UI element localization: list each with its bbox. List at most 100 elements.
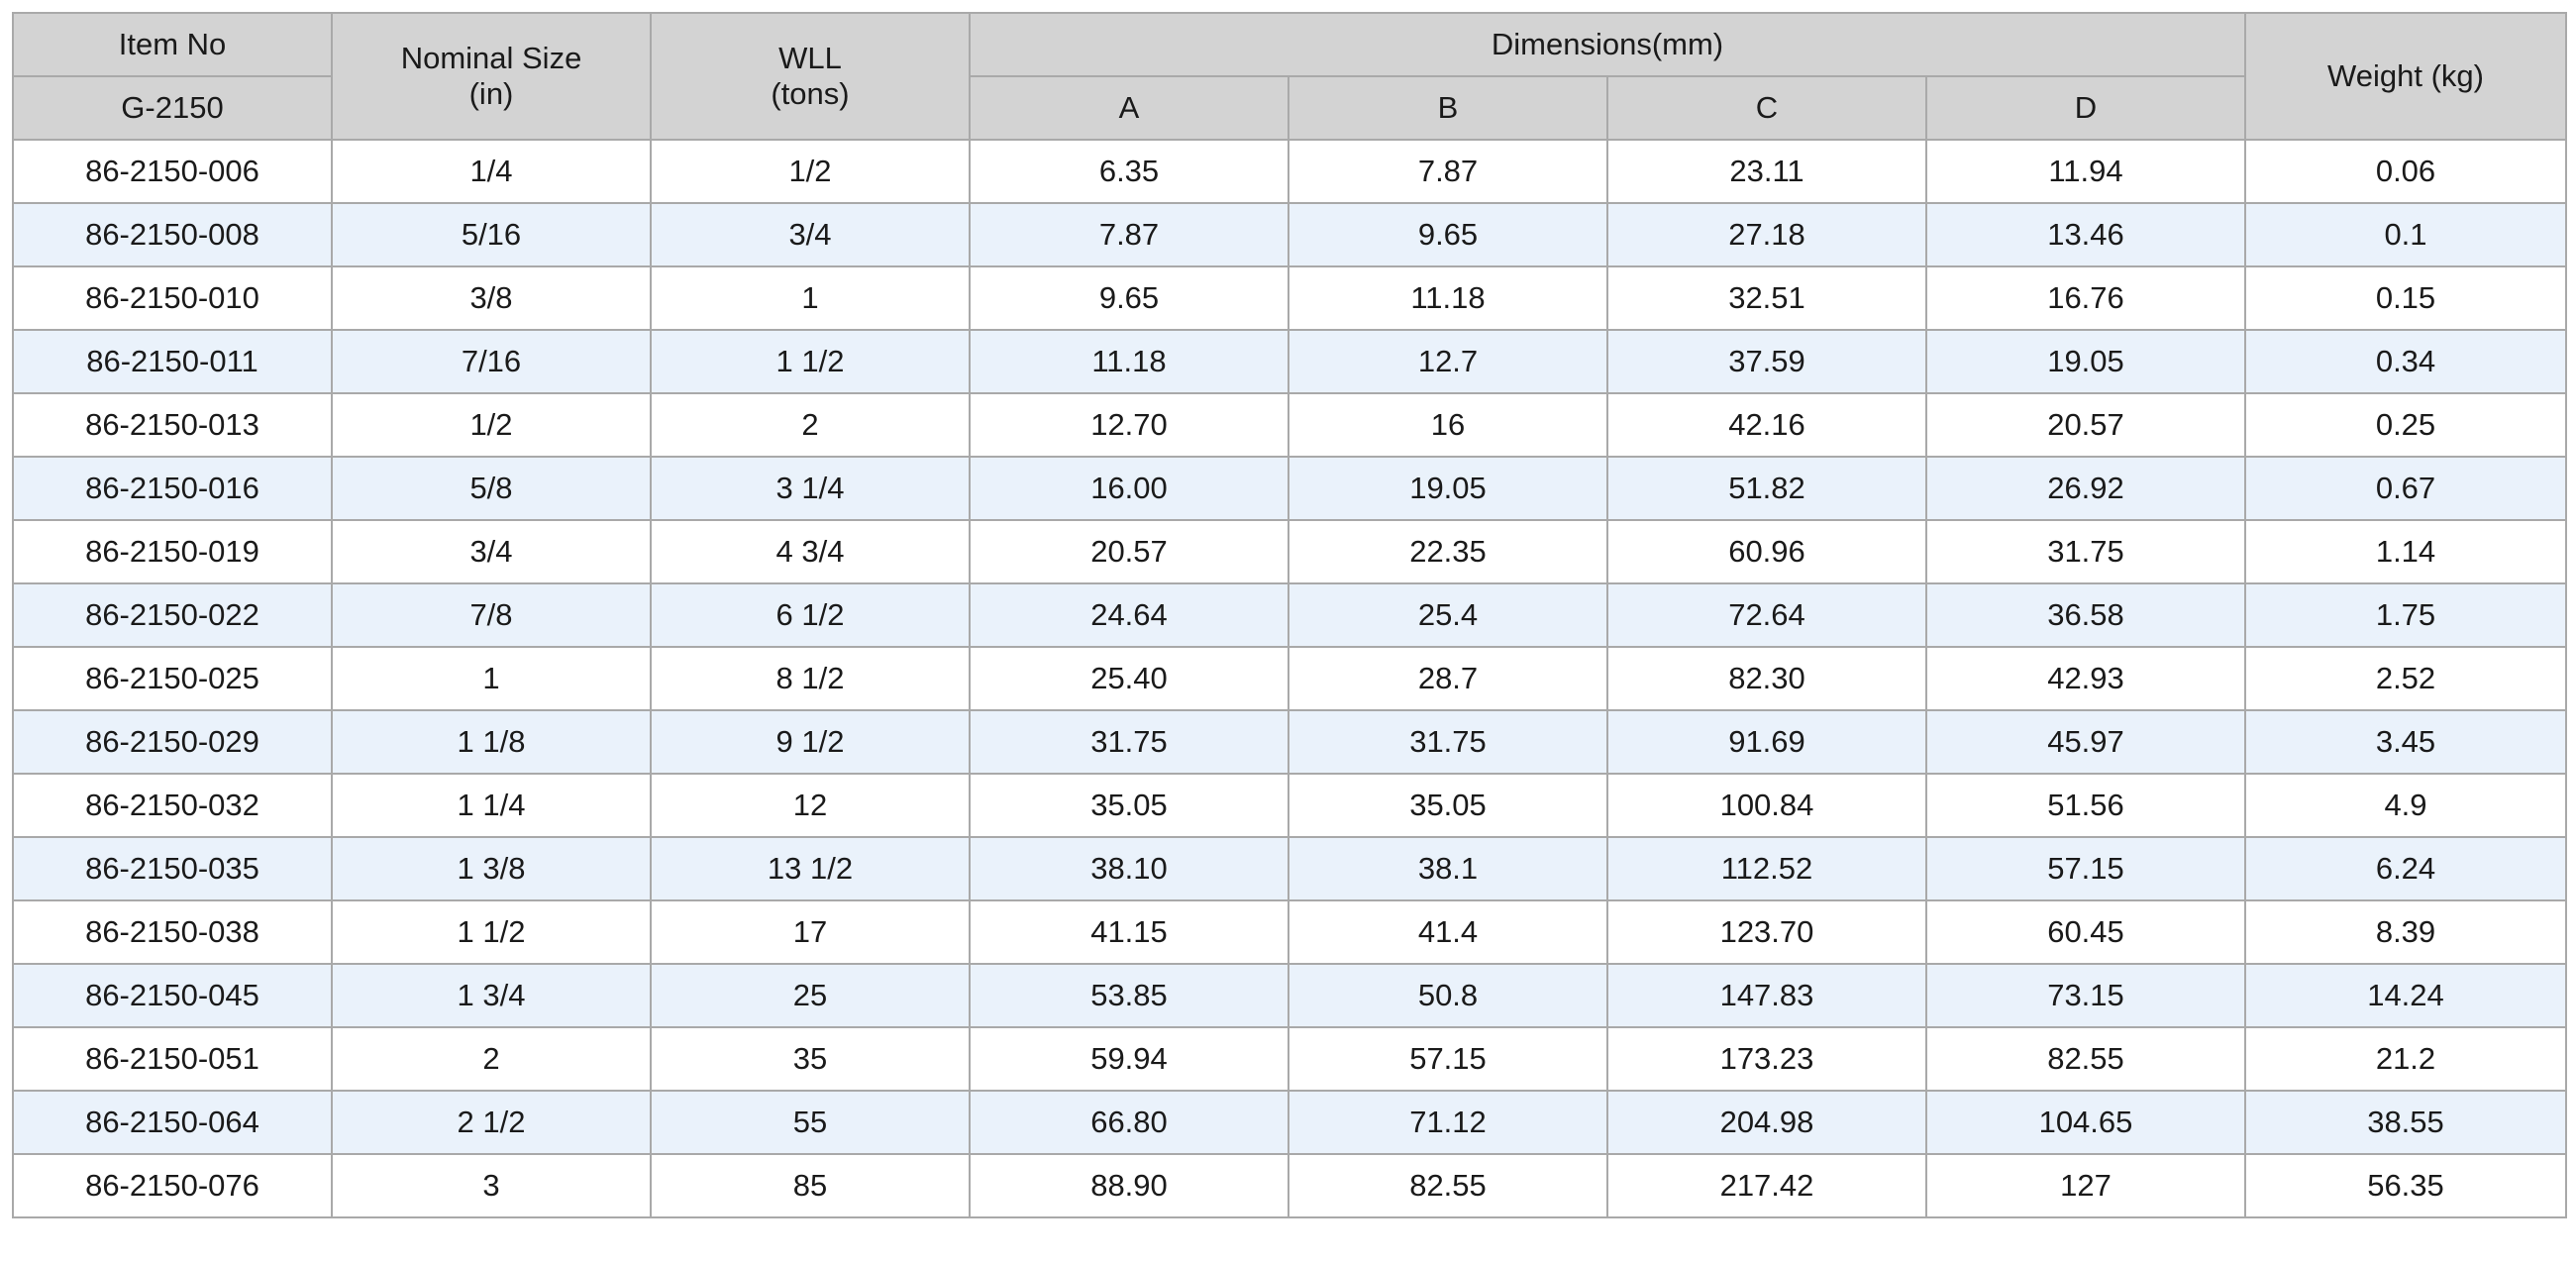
nominal-size-cell: 5/8 (331, 456, 652, 521)
dim-b-cell: 71.12 (1288, 1090, 1608, 1155)
dim-b-cell: 7.87 (1288, 139, 1608, 204)
weight-cell: 38.55 (2244, 1090, 2567, 1155)
dim-b-cell: 16 (1288, 392, 1608, 458)
dim-c-cell: 123.70 (1606, 899, 1927, 965)
dim-b-cell: 28.7 (1288, 646, 1608, 711)
weight-cell: 1.75 (2244, 582, 2567, 648)
header-dim-b: B (1288, 75, 1608, 141)
wll-cell: 85 (650, 1153, 971, 1218)
nominal-size-cell: 1/4 (331, 139, 652, 204)
dim-b-cell: 9.65 (1288, 202, 1608, 267)
dim-c-cell: 32.51 (1606, 265, 1927, 331)
table-row: 86-2150-010 3/8 1 9.65 11.18 32.51 16.76 0.15 (12, 265, 2567, 331)
item-no-cell: 86-2150-022 (12, 582, 333, 648)
dim-a-cell: 88.90 (969, 1153, 1289, 1218)
weight-cell: 8.39 (2244, 899, 2567, 965)
dim-d-cell: 45.97 (1925, 709, 2246, 775)
table-row: 86-2150-016 5/8 3 1/4 16.00 19.05 51.82 26.92 0… (12, 456, 2567, 521)
wll-cell: 25 (650, 963, 971, 1028)
dim-c-cell: 204.98 (1606, 1090, 1927, 1155)
dim-b-cell: 11.18 (1288, 265, 1608, 331)
table-row: 86-2150-008 5/16 3/4 7.87 9.65 27.18 13.46 0.1 (12, 202, 2567, 267)
dim-a-cell: 35.05 (969, 773, 1289, 838)
dim-a-cell: 53.85 (969, 963, 1289, 1028)
wll-cell: 3 1/4 (650, 456, 971, 521)
dim-c-cell: 60.96 (1606, 519, 1927, 584)
dim-d-cell: 57.15 (1925, 836, 2246, 901)
nominal-size-cell: 1 3/4 (331, 963, 652, 1028)
dim-a-cell: 25.40 (969, 646, 1289, 711)
dim-d-cell: 104.65 (1925, 1090, 2246, 1155)
item-no-cell: 86-2150-045 (12, 963, 333, 1028)
weight-cell: 0.06 (2244, 139, 2567, 204)
wll-cell: 8 1/2 (650, 646, 971, 711)
header-dim-d: D (1925, 75, 2246, 141)
dim-c-cell: 112.52 (1606, 836, 1927, 901)
nominal-size-cell: 1 1/4 (331, 773, 652, 838)
dim-d-cell: 11.94 (1925, 139, 2246, 204)
nominal-size-cell: 5/16 (331, 202, 652, 267)
table-body: 86-2150-006 1/4 1/2 6.35 7.87 23.11 11.94 0.06 8… (12, 139, 2567, 1218)
nominal-size-cell: 1 3/8 (331, 836, 652, 901)
dim-b-cell: 57.15 (1288, 1026, 1608, 1092)
nominal-size-cell: 1 (331, 646, 652, 711)
dim-b-cell: 22.35 (1288, 519, 1608, 584)
item-no-cell: 86-2150-008 (12, 202, 333, 267)
dim-b-cell: 82.55 (1288, 1153, 1608, 1218)
nominal-size-cell: 2 1/2 (331, 1090, 652, 1155)
dim-c-cell: 51.82 (1606, 456, 1927, 521)
dim-c-cell: 217.42 (1606, 1153, 1927, 1218)
dim-d-cell: 20.57 (1925, 392, 2246, 458)
weight-cell: 4.9 (2244, 773, 2567, 838)
weight-cell: 6.24 (2244, 836, 2567, 901)
dim-d-cell: 42.93 (1925, 646, 2246, 711)
dim-a-cell: 9.65 (969, 265, 1289, 331)
item-no-cell: 86-2150-011 (12, 329, 333, 394)
dim-b-cell: 12.7 (1288, 329, 1608, 394)
dim-a-cell: 11.18 (969, 329, 1289, 394)
header-item-no: Item No (12, 12, 333, 77)
dim-b-cell: 25.4 (1288, 582, 1608, 648)
dim-b-cell: 38.1 (1288, 836, 1608, 901)
table-row: 86-2150-032 1 1/4 12 35.05 35.05 100.84 51.56 4… (12, 773, 2567, 838)
item-no-cell: 86-2150-064 (12, 1090, 333, 1155)
dim-d-cell: 82.55 (1925, 1026, 2246, 1092)
dim-c-cell: 42.16 (1606, 392, 1927, 458)
table-row: 86-2150-029 1 1/8 9 1/2 31.75 31.75 91.69 45.9… (12, 709, 2567, 775)
weight-cell: 0.67 (2244, 456, 2567, 521)
wll-cell: 1 (650, 265, 971, 331)
nominal-size-cell: 1 1/8 (331, 709, 652, 775)
nominal-size-cell: 1 1/2 (331, 899, 652, 965)
item-no-cell: 86-2150-025 (12, 646, 333, 711)
wll-cell: 4 3/4 (650, 519, 971, 584)
dim-d-cell: 26.92 (1925, 456, 2246, 521)
weight-cell: 2.52 (2244, 646, 2567, 711)
dim-a-cell: 31.75 (969, 709, 1289, 775)
dim-d-cell: 19.05 (1925, 329, 2246, 394)
item-no-cell: 86-2150-006 (12, 139, 333, 204)
wll-cell: 1/2 (650, 139, 971, 204)
wll-cell: 13 1/2 (650, 836, 971, 901)
dim-a-cell: 6.35 (969, 139, 1289, 204)
table-row: 86-2150-064 2 1/2 55 66.80 71.12 204.98 104.65… (12, 1090, 2567, 1155)
wll-cell: 3/4 (650, 202, 971, 267)
weight-cell: 0.15 (2244, 265, 2567, 331)
dim-c-cell: 27.18 (1606, 202, 1927, 267)
dim-a-cell: 12.70 (969, 392, 1289, 458)
table-row: 86-2150-045 1 3/4 25 53.85 50.8 147.83 73.15 14… (12, 963, 2567, 1028)
item-no-cell: 86-2150-038 (12, 899, 333, 965)
table-row: 86-2150-038 1 1/2 17 41.15 41.4 123.70 60.45 8.… (12, 899, 2567, 965)
dim-c-cell: 72.64 (1606, 582, 1927, 648)
nominal-size-cell: 3 (331, 1153, 652, 1218)
dim-a-cell: 7.87 (969, 202, 1289, 267)
nominal-size-cell: 2 (331, 1026, 652, 1092)
dim-a-cell: 66.80 (969, 1090, 1289, 1155)
wll-cell: 1 1/2 (650, 329, 971, 394)
item-no-cell: 86-2150-010 (12, 265, 333, 331)
header-wll-label: WLL (778, 41, 842, 75)
nominal-size-cell: 7/16 (331, 329, 652, 394)
wll-cell: 12 (650, 773, 971, 838)
item-no-cell: 86-2150-019 (12, 519, 333, 584)
header-dimensions: Dimensions(mm) (969, 12, 2246, 77)
table-row: 86-2150-011 7/16 1 1/2 11.18 12.7 37.59 19.05 0… (12, 329, 2567, 394)
